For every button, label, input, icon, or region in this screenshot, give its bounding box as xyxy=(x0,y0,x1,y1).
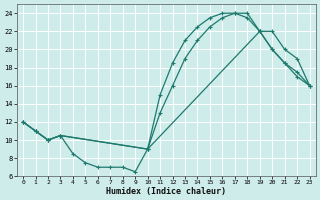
X-axis label: Humidex (Indice chaleur): Humidex (Indice chaleur) xyxy=(106,187,226,196)
